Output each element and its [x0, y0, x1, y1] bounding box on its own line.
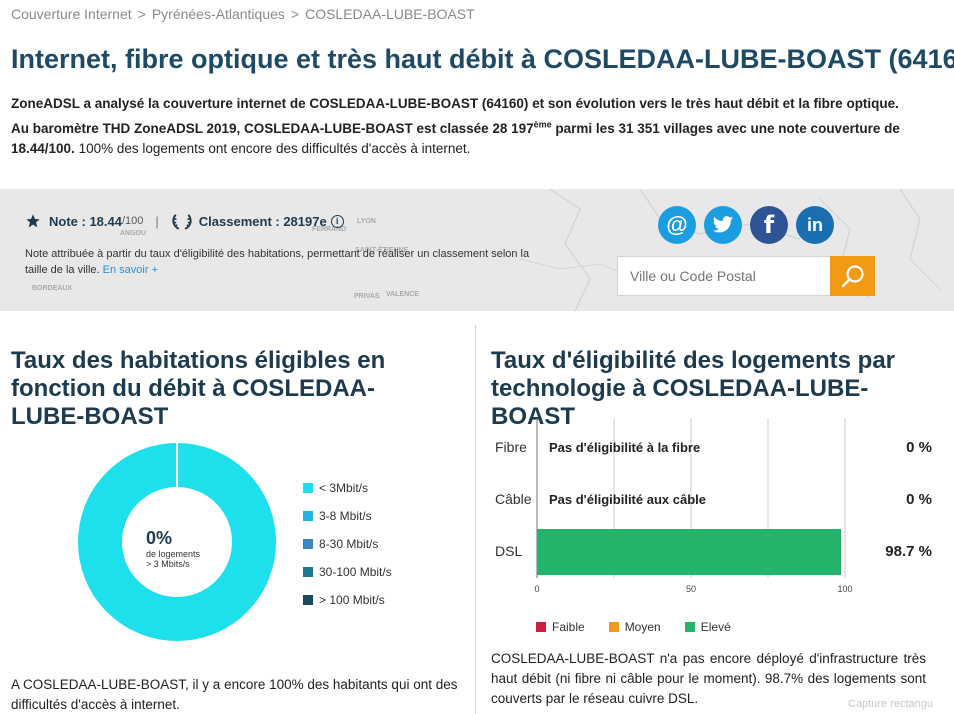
legend-swatch [608, 622, 619, 632]
donut-chart: 0% de logements > 3 Mbits/s [78, 436, 276, 648]
legend-item: Faible [536, 620, 585, 634]
section-divider [475, 325, 476, 714]
snip-overlay-label: Capture rectangu [848, 698, 933, 710]
map-label: ANGOU [120, 230, 147, 237]
breadcrumb: Couverture Internet > Pyrénées-Atlantiques… [11, 6, 475, 22]
legend-swatch [303, 539, 313, 549]
star-icon [26, 214, 40, 228]
twitter-bird-icon [712, 216, 734, 233]
facebook-icon[interactable]: f [750, 206, 788, 244]
legend-swatch [303, 511, 313, 521]
bar-category-label: DSL [495, 543, 523, 559]
legend-swatch [684, 622, 695, 632]
legend-item: > 100 Mbit/s [303, 586, 392, 614]
legend-item: 30-100 Mbit/s [303, 558, 392, 586]
legend-item: < 3Mbit/s [303, 474, 392, 502]
info-icon[interactable]: i [330, 214, 344, 228]
intro-score: 18.44/100. [11, 140, 75, 156]
map-label: VALENCE [386, 291, 419, 298]
intro-paragraph: ZoneADSL a analysé la couverture interne… [11, 94, 941, 159]
donut-center: 0% de logements > 3 Mbits/s [146, 528, 226, 569]
donut-subtitle-2: > 3 Mbits/s [146, 559, 190, 569]
donut-legend: < 3Mbit/s 3-8 Mbit/s 8-30 Mbit/s 30-100 … [303, 474, 392, 614]
note-max: /100 [121, 215, 144, 227]
right-section-footer: COSLEDAA-LUBE-BOAST n'a pas encore déplo… [491, 651, 926, 706]
rating-row: Note : 18.44/100 | Classement : 28197 e i [25, 211, 344, 231]
search-button[interactable] [830, 256, 875, 296]
breadcrumb-item-current: COSLEDAA-LUBE-BOAST [305, 6, 475, 22]
donut-svg [78, 443, 276, 641]
breadcrumb-item-couverture[interactable]: Couverture Internet [11, 6, 132, 22]
legend-item: 3-8 Mbit/s [303, 502, 392, 530]
x-tick-label: 0 [534, 584, 540, 594]
bar-value-label: 0 % [906, 439, 932, 456]
search-icon [841, 265, 864, 288]
breadcrumb-item-department[interactable]: Pyrénées-Atlantiques [151, 6, 285, 22]
linkedin-icon[interactable]: in [796, 206, 834, 244]
learn-more-link[interactable]: En savoir + [102, 264, 158, 276]
rating-separator: | [155, 213, 159, 229]
bar-chart-svg [536, 418, 846, 578]
x-tick-label: 100 [837, 584, 853, 594]
intro-line3: 100% des logements ont encore des diffic… [74, 140, 471, 156]
breadcrumb-separator: > [290, 6, 300, 22]
legend-item: Elevé [684, 620, 731, 634]
legend-label: 8-30 Mbit/s [319, 537, 379, 551]
twitter-icon[interactable] [704, 206, 742, 244]
bar-inner-label: Pas d'éligibilité aux câble [549, 492, 706, 507]
intro-line1: ZoneADSL a analysé la couverture interne… [11, 96, 899, 111]
donut-percent: 0% [146, 528, 173, 548]
legend-label: Moyen [624, 620, 661, 634]
legend-item: Moyen [608, 620, 661, 634]
legend-label: Elevé [700, 620, 731, 634]
legend-swatch [303, 567, 313, 577]
bar-dsl [537, 529, 841, 575]
intro-line2b: parmi les 31 351 villages avec une note … [551, 120, 900, 136]
technology-bar-chart: Fibre Pas d'éligibilité à la fibre 0 % Câbl… [486, 418, 946, 598]
map-label: SAINT-ÉTIENNE [355, 247, 409, 254]
map-label: BORDEAUX [32, 285, 73, 292]
map-label: FERRAND [312, 226, 347, 233]
bar-inner-label: Pas d'éligibilité à la fibre [549, 440, 701, 455]
city-search-input[interactable] [617, 256, 831, 296]
bar-value-label: 0 % [906, 491, 932, 508]
legend-label: 3-8 Mbit/s [319, 509, 372, 523]
note-label: Note : 18.44 [49, 213, 122, 229]
bar-legend: Faible Moyen Elevé [536, 620, 755, 634]
breadcrumb-separator: > [137, 6, 146, 22]
legend-label: Faible [552, 620, 585, 634]
legend-label: > 100 Mbit/s [319, 593, 385, 607]
rating-band: BORDEAUX LYON FERRAND SAINT-ÉTIENNE VALE… [0, 189, 954, 311]
legend-item: 8-30 Mbit/s [303, 530, 392, 558]
donut-subtitle-1: de logements [146, 549, 201, 559]
legend-swatch [303, 595, 313, 605]
bar-category-label: Câble [495, 491, 532, 507]
bar-value-label: 98.7 % [885, 543, 932, 560]
rank-label: Classement : 28197 [198, 213, 320, 229]
x-tick-label: 50 [685, 584, 697, 594]
laurel-icon [172, 214, 192, 230]
page-title: Internet, fibre optique et très haut déb… [11, 44, 954, 74]
email-icon[interactable]: @ [658, 206, 696, 244]
rank-sup: e [319, 213, 327, 229]
legend-label: < 3Mbit/s [319, 481, 369, 495]
map-label: LYON [357, 218, 376, 225]
right-section-title: Taux d'éligibilité des logements par tec… [491, 347, 896, 430]
intro-sup: ème [533, 119, 552, 129]
left-section-title: Taux des habitations éligibles en foncti… [11, 347, 386, 430]
legend-label: 30-100 Mbit/s [319, 565, 392, 579]
left-section-footer: A COSLEDAA-LUBE-BOAST, il y a encore 100… [11, 677, 458, 712]
legend-swatch [303, 483, 313, 493]
rating-description: Note attribuée à partir du taux d'éligib… [25, 246, 540, 278]
intro-line2a: Au baromètre THD ZoneADSL 2019, COSLEDAA… [11, 120, 534, 136]
map-label: PRIVAS [354, 293, 380, 300]
legend-swatch [536, 622, 546, 632]
bar-category-label: Fibre [495, 439, 527, 455]
rating-description-text: Note attribuée à partir du taux d'éligib… [25, 248, 530, 276]
